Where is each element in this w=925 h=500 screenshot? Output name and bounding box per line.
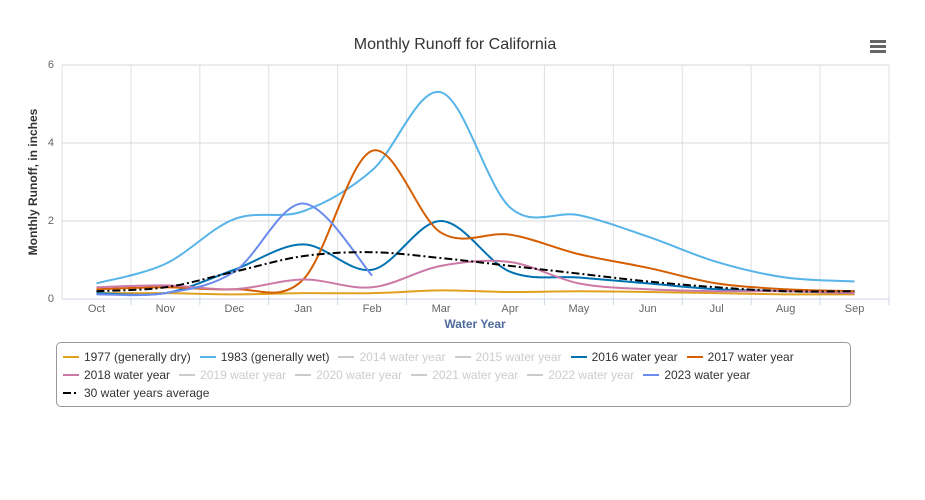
legend-label: 2020 water year [316, 367, 403, 382]
legend-label: 2022 water year [548, 367, 635, 382]
legend-label: 2019 water year [200, 367, 287, 382]
legend-item[interactable]: 2023 water year [643, 367, 750, 382]
y-axis-title: Monthly Runoff, in inches [26, 108, 40, 255]
menu-bar [870, 45, 886, 48]
legend-item[interactable]: 1977 (generally dry) [63, 349, 191, 364]
legend-item[interactable]: 2019 water year [179, 367, 286, 382]
chart: Monthly Runoff for California Monthly Ru… [26, 36, 890, 331]
y-tick-label: 2 [48, 215, 54, 227]
legend-swatch [686, 355, 703, 358]
series-line [96, 219, 855, 296]
legend: 1977 (generally dry) 1983 (generally wet)… [56, 342, 851, 407]
x-tick-label: May [568, 303, 589, 315]
legend-swatch [454, 355, 471, 358]
legend-label: 30 water years average [84, 385, 210, 400]
legend-swatch [570, 355, 587, 358]
y-tick-label: 0 [48, 293, 54, 305]
x-tick-label: Jan [294, 303, 312, 315]
series-line [96, 251, 855, 293]
series-line [96, 289, 855, 296]
legend-item[interactable]: 1983 (generally wet) [199, 349, 330, 364]
y-tick-label: 6 [48, 59, 54, 71]
x-axis-title: Water Year [444, 317, 506, 331]
legend-swatch [63, 373, 79, 376]
legend-swatch [411, 373, 428, 376]
legend-item[interactable]: 2017 water year [686, 349, 794, 364]
menu-button[interactable] [866, 36, 890, 56]
legend-label: 1977 (generally dry) [84, 349, 191, 364]
legend-item[interactable]: 2018 water year [63, 367, 170, 382]
x-tick-label: Jul [710, 303, 724, 315]
legend-item[interactable]: 2022 water year [527, 367, 634, 382]
x-tick-label: Aug [776, 303, 796, 315]
legend-label: 2017 water year [707, 349, 794, 364]
legend-swatch [643, 373, 660, 376]
legend-label: 2023 water year [664, 367, 751, 382]
legend-label: 2018 water year [84, 367, 171, 382]
x-tick-label: Feb [363, 303, 382, 315]
x-tick-label: Sep [845, 303, 865, 315]
series-line [96, 91, 855, 285]
menu-bar [870, 50, 886, 53]
x-tick-label: Oct [88, 303, 105, 315]
y-tick-label: 4 [48, 137, 54, 149]
legend-label: 2015 water year [475, 349, 562, 364]
legend-item[interactable]: 2020 water year [295, 367, 402, 382]
x-tick-label: Mar [432, 303, 451, 315]
legend-label: 2014 water year [359, 349, 446, 364]
legend-swatch [338, 355, 355, 358]
legend-swatch [527, 373, 544, 376]
series-line [96, 259, 855, 295]
legend-label: 2016 water year [591, 349, 678, 364]
legend-item[interactable]: 2015 water year [454, 349, 562, 364]
series-line [96, 202, 373, 297]
legend-swatch [63, 355, 79, 358]
chart-title: Monthly Runoff for California [354, 36, 557, 53]
legend-label: 1983 (generally wet) [220, 349, 330, 364]
legend-item[interactable]: 30 water years average [63, 385, 209, 400]
menu-bar [870, 40, 886, 43]
x-tick-label: Apr [501, 303, 518, 315]
legend-item[interactable]: 2014 water year [338, 349, 446, 364]
legend-item[interactable]: 2021 water year [411, 367, 518, 382]
x-tick-label: Dec [225, 303, 245, 315]
legend-label: 2021 water year [432, 367, 519, 382]
legend-swatch [179, 373, 196, 376]
legend-item[interactable]: 2016 water year [570, 349, 678, 364]
x-tick-label: Jun [639, 303, 657, 315]
legend-swatch [63, 391, 79, 394]
legend-swatch [199, 355, 216, 358]
legend-swatch [295, 373, 312, 376]
x-tick-label: Nov [156, 303, 176, 315]
